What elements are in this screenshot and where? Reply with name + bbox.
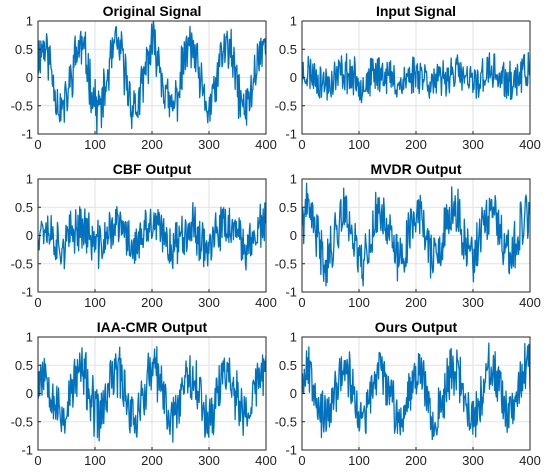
panel-2-y-tick-label: 0 — [290, 70, 297, 85]
panel-6-y-tick-label: 1 — [290, 330, 297, 345]
panel-3-x-tick-label: 200 — [141, 295, 163, 310]
panel-6-title: Ours Output — [375, 319, 458, 335]
panel-2-y-tick-label: -0.5 — [275, 98, 297, 113]
panel-3-y-tick-label: 0 — [26, 228, 33, 243]
panel-1-y-tick-label: -1 — [21, 127, 33, 142]
panel-2-x-tick-label: 200 — [405, 137, 427, 152]
panel-3-series-line — [38, 201, 266, 271]
panel-2-series-line — [302, 52, 530, 104]
panel-3-y-tick-label: 1 — [26, 172, 33, 187]
panel-6-y-tick-label: 0.5 — [279, 358, 297, 373]
panel-2-x-tick-label: 400 — [519, 137, 541, 152]
panel-2-x-tick-label: 100 — [348, 137, 370, 152]
panel-6-x-tick-label: 0 — [298, 453, 305, 468]
panel-5-x-tick-label: 200 — [141, 453, 163, 468]
panel-5-y-tick-label: 0 — [26, 386, 33, 401]
panel-1-y-tick-label: 1 — [26, 14, 33, 29]
panel-1-title: Original Signal — [103, 3, 202, 19]
panel-1-x-tick-label: 100 — [84, 137, 106, 152]
panel-4: 0 100 200 300 400 -1 -0.5 0 0.5 1 MVDR Output — [275, 161, 541, 310]
panel-3-y-tick-label: -1 — [21, 285, 33, 300]
panel-1-y-tick-label: 0 — [26, 70, 33, 85]
panel-6-x-tick-label: 200 — [405, 453, 427, 468]
panel-3-x-tick-label: 300 — [198, 295, 220, 310]
panel-5-title: IAA-CMR Output — [97, 319, 208, 335]
panel-2-title: Input Signal — [376, 3, 456, 19]
panel-4-x-tick-label: 400 — [519, 295, 541, 310]
panel-1-x-tick-label: 200 — [141, 137, 163, 152]
panel-2-x-tick-label: 0 — [298, 137, 305, 152]
panel-1-y-tick-label: 0.5 — [15, 42, 33, 57]
panel-5-y-tick-label: -1 — [21, 443, 33, 458]
panel-5-x-tick-label: 300 — [198, 453, 220, 468]
panel-6: 0 100 200 300 400 -1 -0.5 0 0.5 1 Ours Output — [275, 319, 541, 468]
panel-1-series-line — [38, 21, 266, 134]
panel-4-title: MVDR Output — [371, 161, 462, 177]
panel-5-y-tick-label: 1 — [26, 330, 33, 345]
panel-4-x-tick-label: 200 — [405, 295, 427, 310]
panel-4-y-tick-label: -0.5 — [275, 256, 297, 271]
panel-2-y-tick-label: 0.5 — [279, 42, 297, 57]
panel-5-y-tick-label: -0.5 — [11, 414, 33, 429]
panel-2: 0 100 200 300 400 -1 -0.5 0 0.5 1 Input Signal — [275, 3, 541, 152]
panel-3-title: CBF Output — [113, 161, 192, 177]
panel-5-y-tick-label: 0.5 — [15, 358, 33, 373]
panel-5-x-tick-label: 400 — [255, 453, 277, 468]
panel-3-x-tick-label: 400 — [255, 295, 277, 310]
panel-6-x-tick-label: 100 — [348, 453, 370, 468]
panel-1-x-tick-label: 0 — [34, 137, 41, 152]
panel-6-series-line — [302, 342, 530, 441]
panel-2-y-tick-label: -1 — [285, 127, 297, 142]
panel-3-y-tick-label: -0.5 — [11, 256, 33, 271]
panel-3: 0 100 200 300 400 -1 -0.5 0 0.5 1 CBF Output — [11, 161, 277, 310]
panel-5-series-line — [38, 346, 266, 443]
panel-5-x-tick-label: 100 — [84, 453, 106, 468]
panel-6-y-tick-label: 0 — [290, 386, 297, 401]
panel-4-y-tick-label: -1 — [285, 285, 297, 300]
panel-6-y-tick-label: -1 — [285, 443, 297, 458]
panel-4-y-tick-label: 0 — [290, 228, 297, 243]
panel-6-x-tick-label: 400 — [519, 453, 541, 468]
panel-6-y-tick-label: -0.5 — [275, 414, 297, 429]
panel-2-x-tick-label: 300 — [462, 137, 484, 152]
panel-4-x-tick-label: 300 — [462, 295, 484, 310]
panel-6-x-tick-label: 300 — [462, 453, 484, 468]
panel-1-x-tick-label: 300 — [198, 137, 220, 152]
panel-4-series-line — [302, 182, 530, 287]
panel-4-x-tick-label: 100 — [348, 295, 370, 310]
panel-5: 0 100 200 300 400 -1 -0.5 0 0.5 1 IAA-CMR Output — [11, 319, 277, 468]
panel-1: 0 100 200 300 400 -1 -0.5 0 0.5 1 Original Signal — [11, 3, 277, 152]
panel-1-x-tick-label: 400 — [255, 137, 277, 152]
panel-2-y-tick-label: 1 — [290, 14, 297, 29]
panel-4-x-tick-label: 0 — [298, 295, 305, 310]
panel-1-y-tick-label: -0.5 — [11, 98, 33, 113]
panel-5-x-tick-label: 0 — [34, 453, 41, 468]
panel-3-x-tick-label: 0 — [34, 295, 41, 310]
panel-3-x-tick-label: 100 — [84, 295, 106, 310]
panel-3-y-tick-label: 0.5 — [15, 200, 33, 215]
panel-4-y-tick-label: 0.5 — [279, 200, 297, 215]
panel-4-y-tick-label: 1 — [290, 172, 297, 187]
